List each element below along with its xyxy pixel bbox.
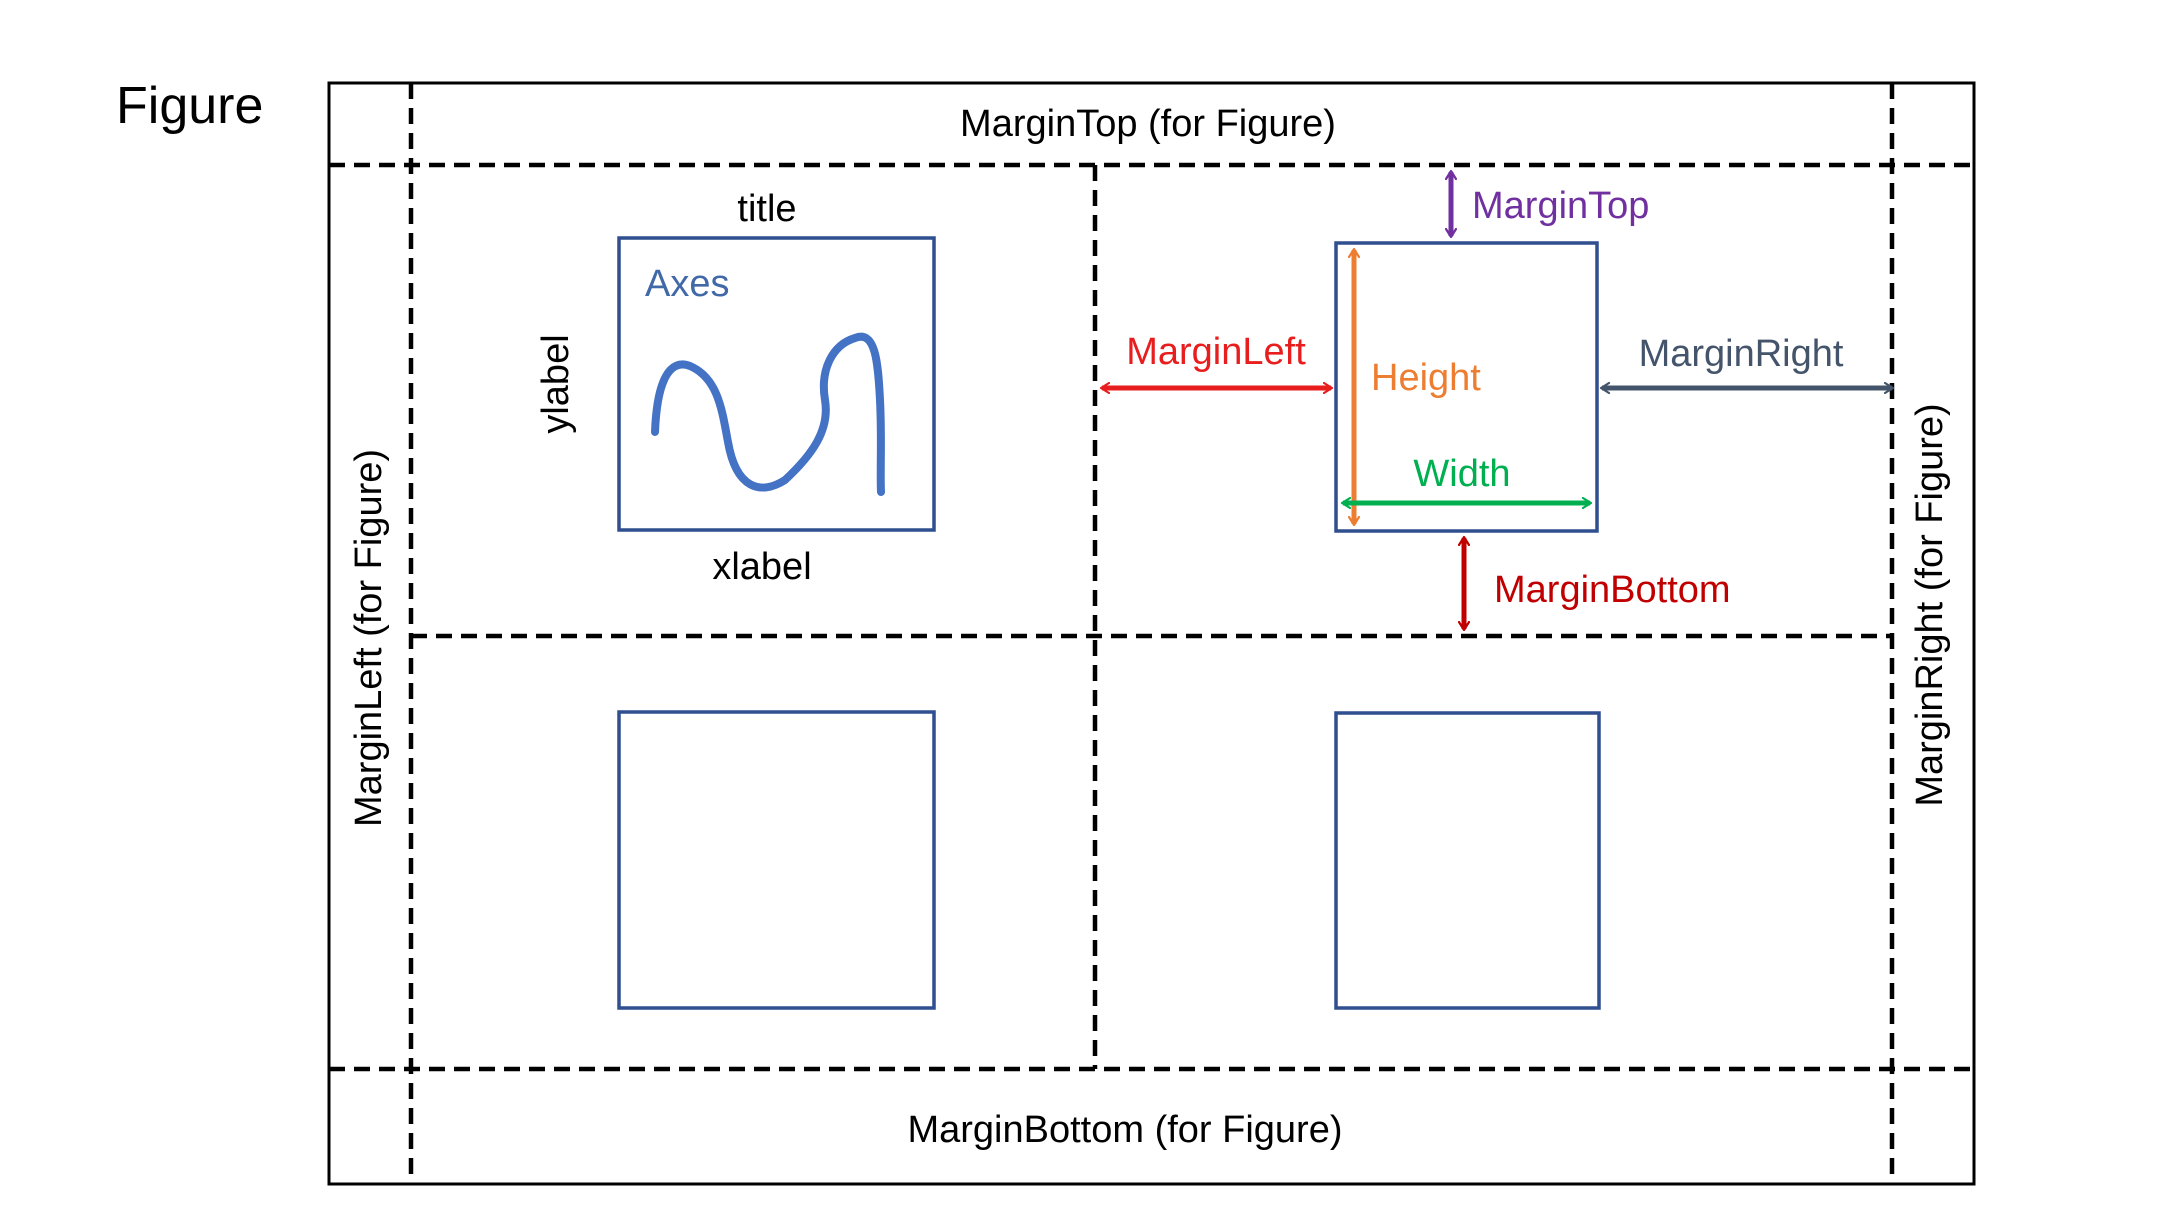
axes-box-bottom-right [1334,711,1601,1010]
width-label: Width [1413,453,1510,495]
axes-xlabel: xlabel [712,546,811,588]
margin-right-label: MarginRight [1639,333,1844,375]
axes-title-label: title [737,188,796,230]
figure-frame [327,81,1976,1186]
figure-margin-right-label: MarginRight (for Figure) [1909,403,1951,806]
margin-left-label: MarginLeft [1126,331,1306,373]
figure-label: Figure [116,77,263,135]
axes-box [617,236,936,532]
margin-bottom-label: MarginBottom [1494,569,1731,611]
figure-margin-top-label: MarginTop (for Figure) [960,103,1336,145]
figure-margin-left-label: MarginLeft (for Figure) [348,449,390,827]
axes-ylabel: ylabel [535,334,577,433]
figure-margin-guides [329,83,1974,1184]
height-label: Height [1371,357,1481,399]
margin-top-label: MarginTop [1472,185,1649,227]
axes-box-annotated [1334,241,1599,533]
figure-margin-bottom-label: MarginBottom (for Figure) [907,1109,1342,1151]
curve-line [651,332,885,496]
axes-example: title Axes xlabel ylabel [535,188,936,588]
axes-name-label: Axes [645,263,729,305]
axes-box-bottom-left [617,710,936,1010]
axes-dimensions: MarginTop MarginLeft MarginRight Height … [1102,172,1892,629]
